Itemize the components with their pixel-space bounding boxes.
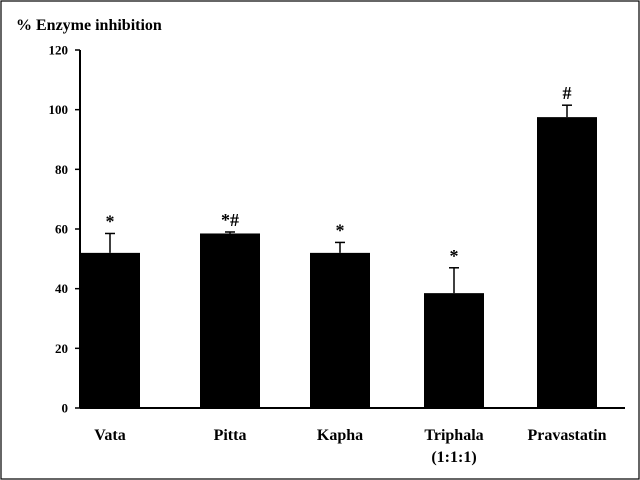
y-tick-label: 120 <box>49 43 69 58</box>
y-tick-label: 80 <box>55 162 68 177</box>
bar <box>310 252 370 408</box>
significance-marker: *# <box>221 210 239 230</box>
bar <box>537 117 597 408</box>
x-tick-label: (1:1:1) <box>431 449 476 466</box>
bar <box>424 293 484 408</box>
y-axis-label: % Enzyme inhibition <box>16 17 162 34</box>
significance-marker: # <box>563 83 572 103</box>
bar <box>200 233 260 408</box>
x-tick-label: Triphala <box>424 427 483 444</box>
y-tick-label: 0 <box>62 401 69 416</box>
x-tick-label: Kapha <box>317 427 363 444</box>
significance-marker: * <box>336 220 345 240</box>
bar <box>80 252 140 408</box>
x-tick-label: Vata <box>94 427 125 444</box>
significance-marker: * <box>450 246 459 266</box>
y-tick-label: 40 <box>55 281 68 296</box>
significance-marker: * <box>106 211 115 231</box>
plot-area: 0 20 40 60 80 100 120 * Vata *# Pitta * Kapha * Tripha… <box>49 43 625 466</box>
y-tick-label: 60 <box>55 222 68 237</box>
x-tick-label: Pitta <box>214 427 247 444</box>
y-tick-label: 100 <box>49 102 69 117</box>
x-tick-label: Pravastatin <box>527 427 606 444</box>
y-tick-label: 20 <box>55 341 68 356</box>
